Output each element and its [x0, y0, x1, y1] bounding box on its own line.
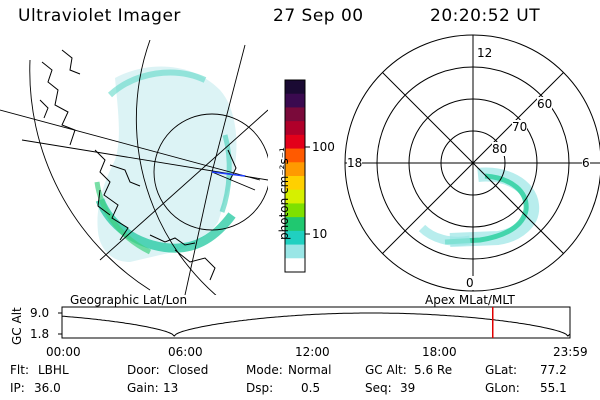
- mlat-label-80: 80: [492, 142, 508, 156]
- colorbar-tick-label-10: 10: [312, 227, 328, 241]
- timeline-frame: [61, 306, 571, 339]
- mlt-label-18: 18: [347, 156, 363, 170]
- instrument-title: Ultraviolet Imager: [18, 6, 181, 26]
- colorbar-frame: [284, 79, 306, 273]
- geographic-caption: Geographic Lat/Lon: [70, 293, 188, 307]
- seq-value: 39: [400, 381, 416, 395]
- gain-label: Gain:: [127, 381, 159, 395]
- colorbar-cell: [285, 148, 305, 163]
- colorbar-cell: [285, 244, 305, 259]
- timeline-axis-label: GC Alt: [10, 307, 24, 345]
- colorbar-cell: [285, 134, 305, 150]
- gain-value: 13: [163, 381, 179, 395]
- dsp-label: Dsp:: [246, 381, 274, 395]
- colorbar-cell: [285, 80, 305, 95]
- apex-caption: Apex MLat/MLT: [425, 293, 515, 307]
- mlt-label-0: 0: [466, 276, 474, 290]
- gc-alt-label: GC Alt:: [365, 363, 407, 377]
- mode-value: Normal: [288, 363, 332, 377]
- gc-alt-value: 5.6 Re: [414, 363, 453, 377]
- colorbar-cell: [285, 93, 305, 108]
- mlt-label-12: 12: [477, 46, 493, 60]
- x-tick-label-2359: 23:59: [553, 345, 588, 359]
- sun-direction-line: [211, 171, 246, 177]
- colorbar-cell: [285, 121, 305, 136]
- glat-value: 77.2: [540, 363, 567, 377]
- x-tick-label-0000: 00:00: [46, 345, 81, 359]
- polar-grid: [344, 34, 600, 292]
- filter-label: Flt:: [10, 363, 29, 377]
- mlt-label-6: 6: [582, 156, 590, 170]
- seq-label: Seq:: [365, 381, 392, 395]
- mlat-label-60: 60: [537, 97, 553, 111]
- colorbar-cell: [285, 203, 305, 218]
- geographic-map-content: [0, 40, 268, 295]
- door-value: Closed: [168, 363, 209, 377]
- date-label: 27 Sep 00: [273, 6, 364, 26]
- mode-label: Mode:: [246, 363, 283, 377]
- colorbar-cell: [285, 176, 305, 191]
- time-label: 20:20:52 UT: [430, 6, 541, 26]
- colorbar-cell: [285, 189, 305, 204]
- colorbar-cell: [285, 217, 305, 232]
- coastlines: [39, 49, 237, 281]
- auroral-emission-polar: [418, 167, 540, 247]
- x-tick-label-1800: 18:00: [422, 345, 457, 359]
- glat-label: GLat:: [485, 363, 518, 377]
- dsp-value: 0.5: [301, 381, 321, 395]
- glon-label: GLon:: [485, 381, 520, 395]
- y-tick-label-top: 9.0: [30, 306, 50, 320]
- altitude-curve: [61, 312, 571, 337]
- y-tick-label-bottom: 1.8: [30, 327, 50, 341]
- ip-label: IP:: [10, 381, 25, 395]
- x-tick-label-0600: 06:00: [168, 345, 203, 359]
- x-tick-label-1200: 12:00: [295, 345, 330, 359]
- mlat-label-70: 70: [512, 120, 528, 134]
- colorbar-cell: [285, 258, 305, 273]
- glon-value: 55.1: [540, 381, 567, 395]
- ip-value: 36.0: [34, 381, 61, 395]
- colorbar-tick-label-100: 100: [312, 140, 335, 154]
- filter-value: LBHL: [38, 363, 69, 377]
- door-label: Door:: [127, 363, 160, 377]
- colorbar-cell: [285, 107, 305, 122]
- colorbar-cell: [285, 230, 305, 246]
- colorbar-cell: [285, 162, 305, 177]
